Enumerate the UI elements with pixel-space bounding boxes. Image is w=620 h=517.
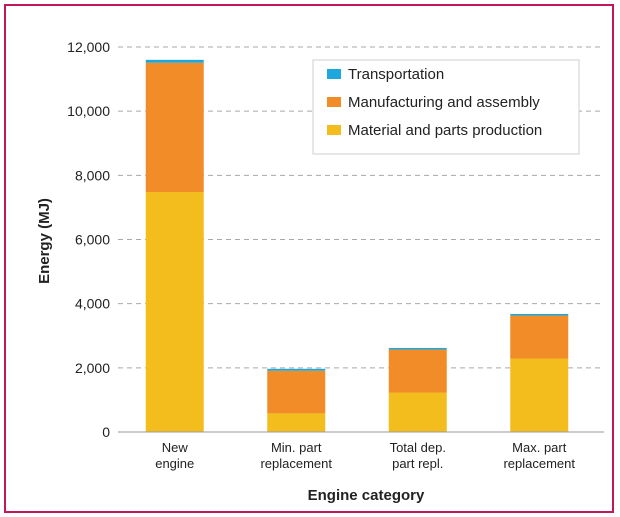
bar-segment bbox=[510, 358, 569, 432]
x-axis-title: Engine category bbox=[308, 487, 425, 504]
x-tick-label: Min. part bbox=[271, 440, 322, 455]
bar-segment bbox=[510, 313, 569, 316]
y-tick-label: 10,000 bbox=[67, 103, 110, 119]
legend-label: Manufacturing and assembly bbox=[348, 94, 540, 111]
y-axis-title: Energy (MJ) bbox=[36, 198, 53, 284]
bar-segment bbox=[267, 368, 326, 371]
legend-label: Material and parts production bbox=[348, 122, 542, 139]
bars bbox=[145, 59, 569, 432]
y-tick-label: 8,000 bbox=[75, 167, 110, 183]
bar-segment bbox=[267, 370, 326, 414]
legend: Transportation Manufacturing and assembly… bbox=[312, 59, 580, 155]
legend-swatch bbox=[327, 97, 341, 107]
x-tick-label: Max. part bbox=[512, 440, 567, 455]
x-tick-label: New bbox=[162, 440, 189, 455]
legend-label: Transportation bbox=[348, 66, 444, 83]
x-tick-label: engine bbox=[155, 456, 194, 471]
y-tick-label: 12,000 bbox=[67, 39, 110, 55]
y-tick-label: 4,000 bbox=[75, 296, 110, 312]
y-axis: 0 2,000 4,000 6,000 8,000 10,000 12,000 bbox=[67, 39, 110, 440]
bar-segment bbox=[510, 315, 569, 359]
bar-segment bbox=[145, 192, 204, 432]
bar-segment bbox=[145, 59, 204, 63]
bar-segment bbox=[267, 413, 326, 432]
legend-swatch bbox=[327, 125, 341, 135]
y-tick-label: 2,000 bbox=[75, 360, 110, 376]
x-tick-label: replacement bbox=[260, 456, 332, 471]
x-tick-label: part repl. bbox=[392, 456, 443, 471]
chart-frame bbox=[4, 4, 614, 513]
y-tick-label: 6,000 bbox=[75, 232, 110, 248]
legend-swatch bbox=[327, 69, 341, 79]
x-tick-label: Total dep. bbox=[390, 440, 446, 455]
bar-segment bbox=[388, 347, 447, 350]
x-tick-label: replacement bbox=[503, 456, 575, 471]
bar-segment bbox=[145, 62, 204, 193]
y-tick-label: 0 bbox=[102, 424, 110, 440]
bar-segment bbox=[388, 349, 447, 393]
legend-box bbox=[312, 59, 580, 155]
bar-segment bbox=[388, 392, 447, 432]
